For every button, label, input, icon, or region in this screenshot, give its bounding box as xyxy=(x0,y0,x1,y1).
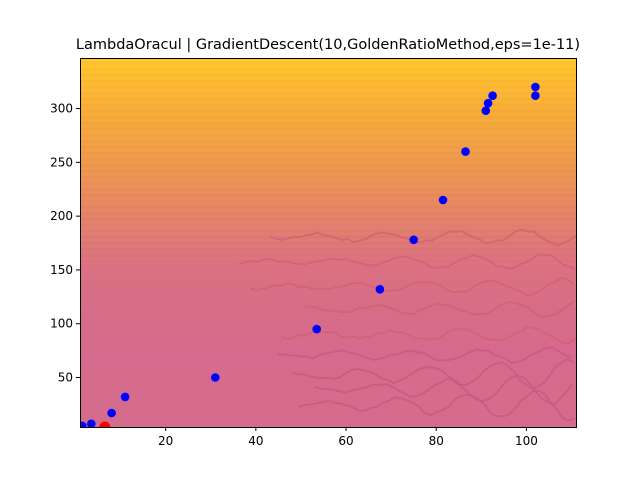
x-tick-label: 100 xyxy=(515,434,538,448)
iterate-point xyxy=(531,83,540,92)
iterate-point xyxy=(531,91,540,100)
x-axis: 20 40 60 80 100 xyxy=(158,427,538,448)
iterate-point xyxy=(312,325,321,334)
x-tick-label: 40 xyxy=(248,434,263,448)
x-tick-label: 80 xyxy=(429,434,444,448)
y-tick-label: 300 xyxy=(50,102,73,116)
iterate-point xyxy=(409,236,418,245)
iterate-point xyxy=(107,409,116,418)
y-tick-label: 50 xyxy=(58,371,73,385)
x-tick-label: 20 xyxy=(158,434,173,448)
iterate-point xyxy=(461,147,470,156)
iterate-point xyxy=(87,420,96,429)
iterate-point xyxy=(439,196,448,205)
x-tick-label: 60 xyxy=(338,434,353,448)
chart-title: LambdaOracul | GradientDescent(10,Golden… xyxy=(76,37,580,53)
y-tick-label: 150 xyxy=(50,263,73,277)
iterate-point xyxy=(121,393,130,402)
contour-background xyxy=(80,55,576,428)
iterate-point xyxy=(484,99,493,108)
y-axis: 50 100 150 200 250 300 xyxy=(50,102,80,385)
iterate-point xyxy=(376,285,385,294)
y-tick-label: 100 xyxy=(50,317,73,331)
iterate-point xyxy=(211,373,220,382)
iterate-point xyxy=(78,422,87,431)
y-tick-label: 200 xyxy=(50,209,73,223)
y-tick-label: 250 xyxy=(50,155,73,169)
iterate-point xyxy=(488,91,497,100)
iterate-point xyxy=(482,106,491,115)
